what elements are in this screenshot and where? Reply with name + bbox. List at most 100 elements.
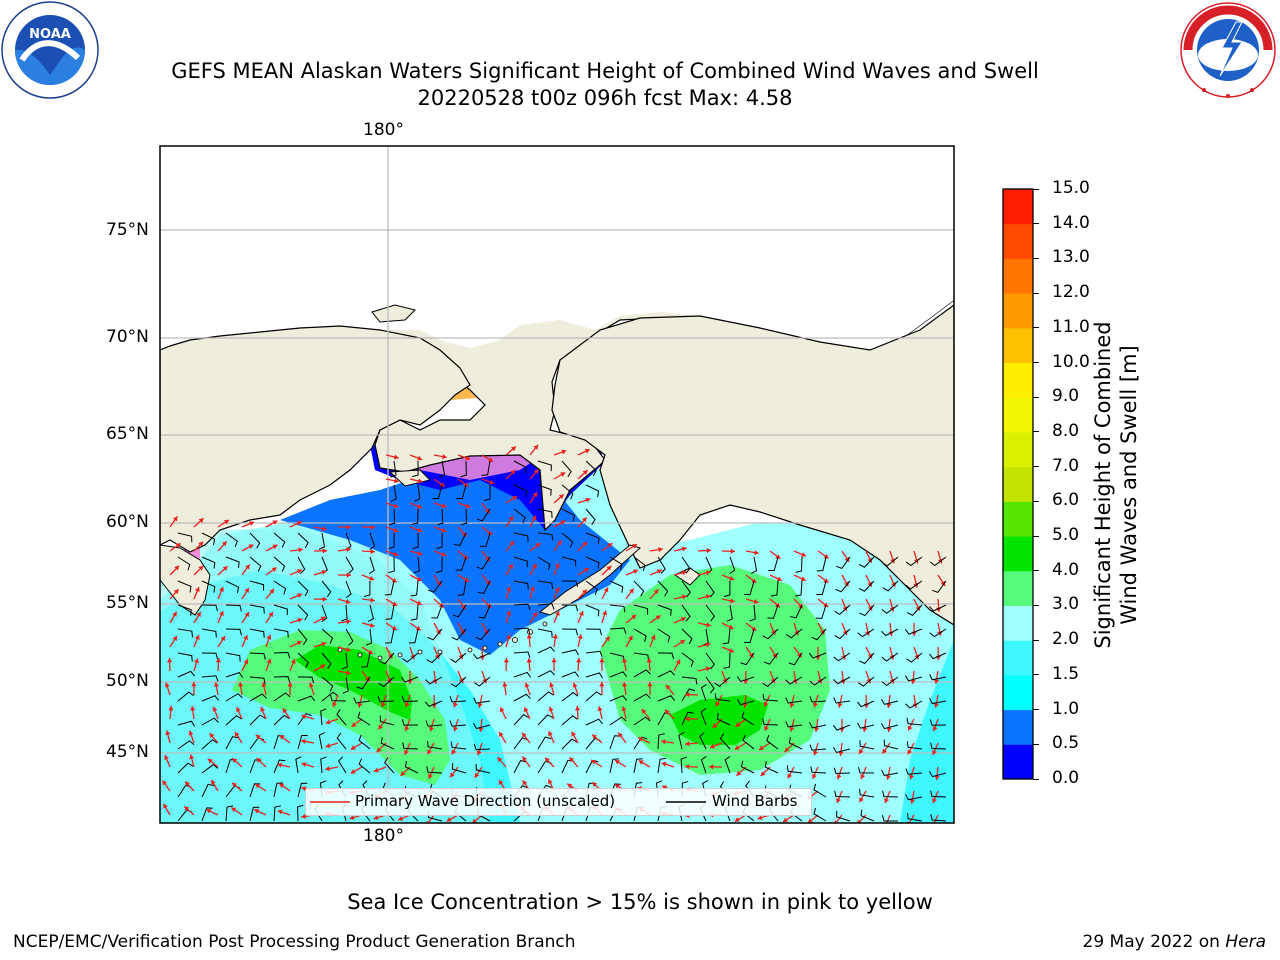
wind-barb	[297, 532, 309, 549]
wave-direction-arrowhead	[308, 682, 314, 688]
wave-direction-arrowhead	[249, 521, 255, 527]
wave-direction-arrowhead	[162, 780, 168, 786]
wave-direction-arrowhead	[243, 635, 248, 641]
wave-direction-arrowhead	[614, 784, 620, 789]
wind-barb	[201, 717, 219, 726]
wind-barb	[561, 460, 572, 477]
wind-barb	[561, 691, 579, 702]
wind-barb	[740, 652, 755, 666]
colorbar-tick-label: 7.0	[1052, 455, 1080, 476]
wave-direction-arrowhead	[681, 594, 687, 600]
colorbar-label: Significant Height of Combined Wind Wave…	[1090, 285, 1142, 685]
wind-barb	[561, 628, 578, 636]
wave-direction-arrowhead	[606, 565, 612, 571]
wave-direction-arrowhead	[933, 703, 939, 708]
wave-direction-arrowhead	[603, 587, 609, 593]
wind-barb	[384, 757, 395, 774]
wind-barb	[177, 691, 195, 702]
wave-direction-arrowhead	[661, 761, 667, 767]
wind-barb	[367, 604, 374, 622]
wind-barb	[318, 732, 325, 750]
wind-barb	[836, 810, 851, 822]
wave-direction-arrowhead	[416, 600, 422, 606]
wind-barb	[657, 757, 667, 774]
wind-barb	[412, 460, 419, 478]
wind-barb	[249, 783, 261, 798]
wind-barb	[744, 628, 755, 643]
wind-barb	[722, 628, 731, 645]
colorbar-tick-mark	[1033, 500, 1039, 502]
wind-barb	[377, 695, 395, 703]
wind-barb	[905, 794, 923, 801]
wind-barb	[609, 627, 627, 634]
wind-barb	[457, 580, 467, 596]
wave-direction-arrowhead	[325, 743, 331, 749]
wave-direction-arrowhead	[458, 678, 464, 683]
wind-barb	[929, 771, 947, 778]
wave-direction-arrow	[427, 814, 435, 823]
wave-direction-arrowhead	[370, 548, 375, 555]
wave-direction-arrowhead	[404, 702, 410, 708]
wind-barb	[379, 652, 395, 665]
wind-barb	[449, 696, 467, 703]
wave-direction-arrowhead	[567, 783, 573, 789]
wave-direction-arrowhead	[279, 735, 285, 740]
wind-barb	[476, 556, 491, 570]
wave-direction-arrowhead	[709, 743, 715, 749]
wave-direction-arrowhead	[255, 734, 261, 740]
wind-barb	[561, 604, 579, 612]
wave-direction-arrowhead	[184, 806, 190, 812]
wind-barb	[363, 580, 371, 598]
wave-direction-arrowhead	[730, 548, 735, 554]
wind-barb	[473, 697, 491, 704]
wind-barb	[657, 628, 671, 643]
wave-direction-arrowhead	[219, 611, 224, 616]
wave-direction-arrowhead	[320, 616, 326, 622]
wind-barb	[561, 556, 577, 567]
wind-barb	[833, 676, 851, 685]
colorbar-tick-mark	[1033, 709, 1039, 711]
wind-barb	[385, 604, 395, 620]
wave-direction-arrowhead	[736, 770, 742, 776]
wind-barb	[930, 790, 947, 798]
wave-direction-arrowhead	[222, 566, 228, 572]
wind-barb	[785, 697, 803, 704]
wind-barb	[809, 696, 827, 703]
wind-barb	[411, 508, 419, 525]
wind-barb	[297, 628, 308, 646]
wave-direction-arrowhead	[483, 629, 489, 635]
colorbar-cell	[1003, 640, 1033, 676]
wind-barb	[249, 628, 265, 638]
wind-barb	[906, 652, 923, 663]
wave-direction-arrowhead	[271, 567, 277, 573]
wind-barb	[476, 508, 491, 522]
wave-direction-arrowhead	[549, 682, 555, 688]
wave-direction-arrowhead	[618, 732, 623, 738]
wave-direction-arrowhead	[474, 772, 480, 778]
wave-direction-arrowhead	[350, 745, 356, 750]
wave-direction-arrowhead	[862, 727, 868, 732]
wind-barb	[177, 652, 193, 662]
wave-direction-arrowhead	[497, 757, 503, 763]
wind-barb	[330, 694, 347, 702]
wind-barb	[585, 718, 603, 726]
wind-barb	[177, 532, 193, 543]
wind-barb	[858, 788, 875, 798]
wind-barb	[537, 691, 554, 702]
wind-barb	[473, 743, 491, 751]
wave-direction-arrowhead	[622, 682, 628, 687]
wind-barb	[833, 697, 851, 704]
wave-direction-arrowhead	[764, 725, 769, 731]
wind-barb	[585, 691, 602, 702]
wind-barb	[702, 628, 709, 646]
wave-direction-arrowhead	[268, 611, 273, 617]
wave-direction-arrowhead	[322, 548, 327, 554]
wave-direction-arrowhead	[164, 755, 169, 761]
wave-direction-arrowhead	[321, 569, 327, 575]
lat-label-70: 70°N	[106, 327, 149, 347]
wave-direction-arrowhead	[812, 773, 817, 779]
wind-barb	[450, 741, 467, 750]
wave-direction-arrowhead	[554, 610, 560, 616]
wind-barb	[438, 460, 446, 478]
wind-barb	[413, 556, 420, 574]
